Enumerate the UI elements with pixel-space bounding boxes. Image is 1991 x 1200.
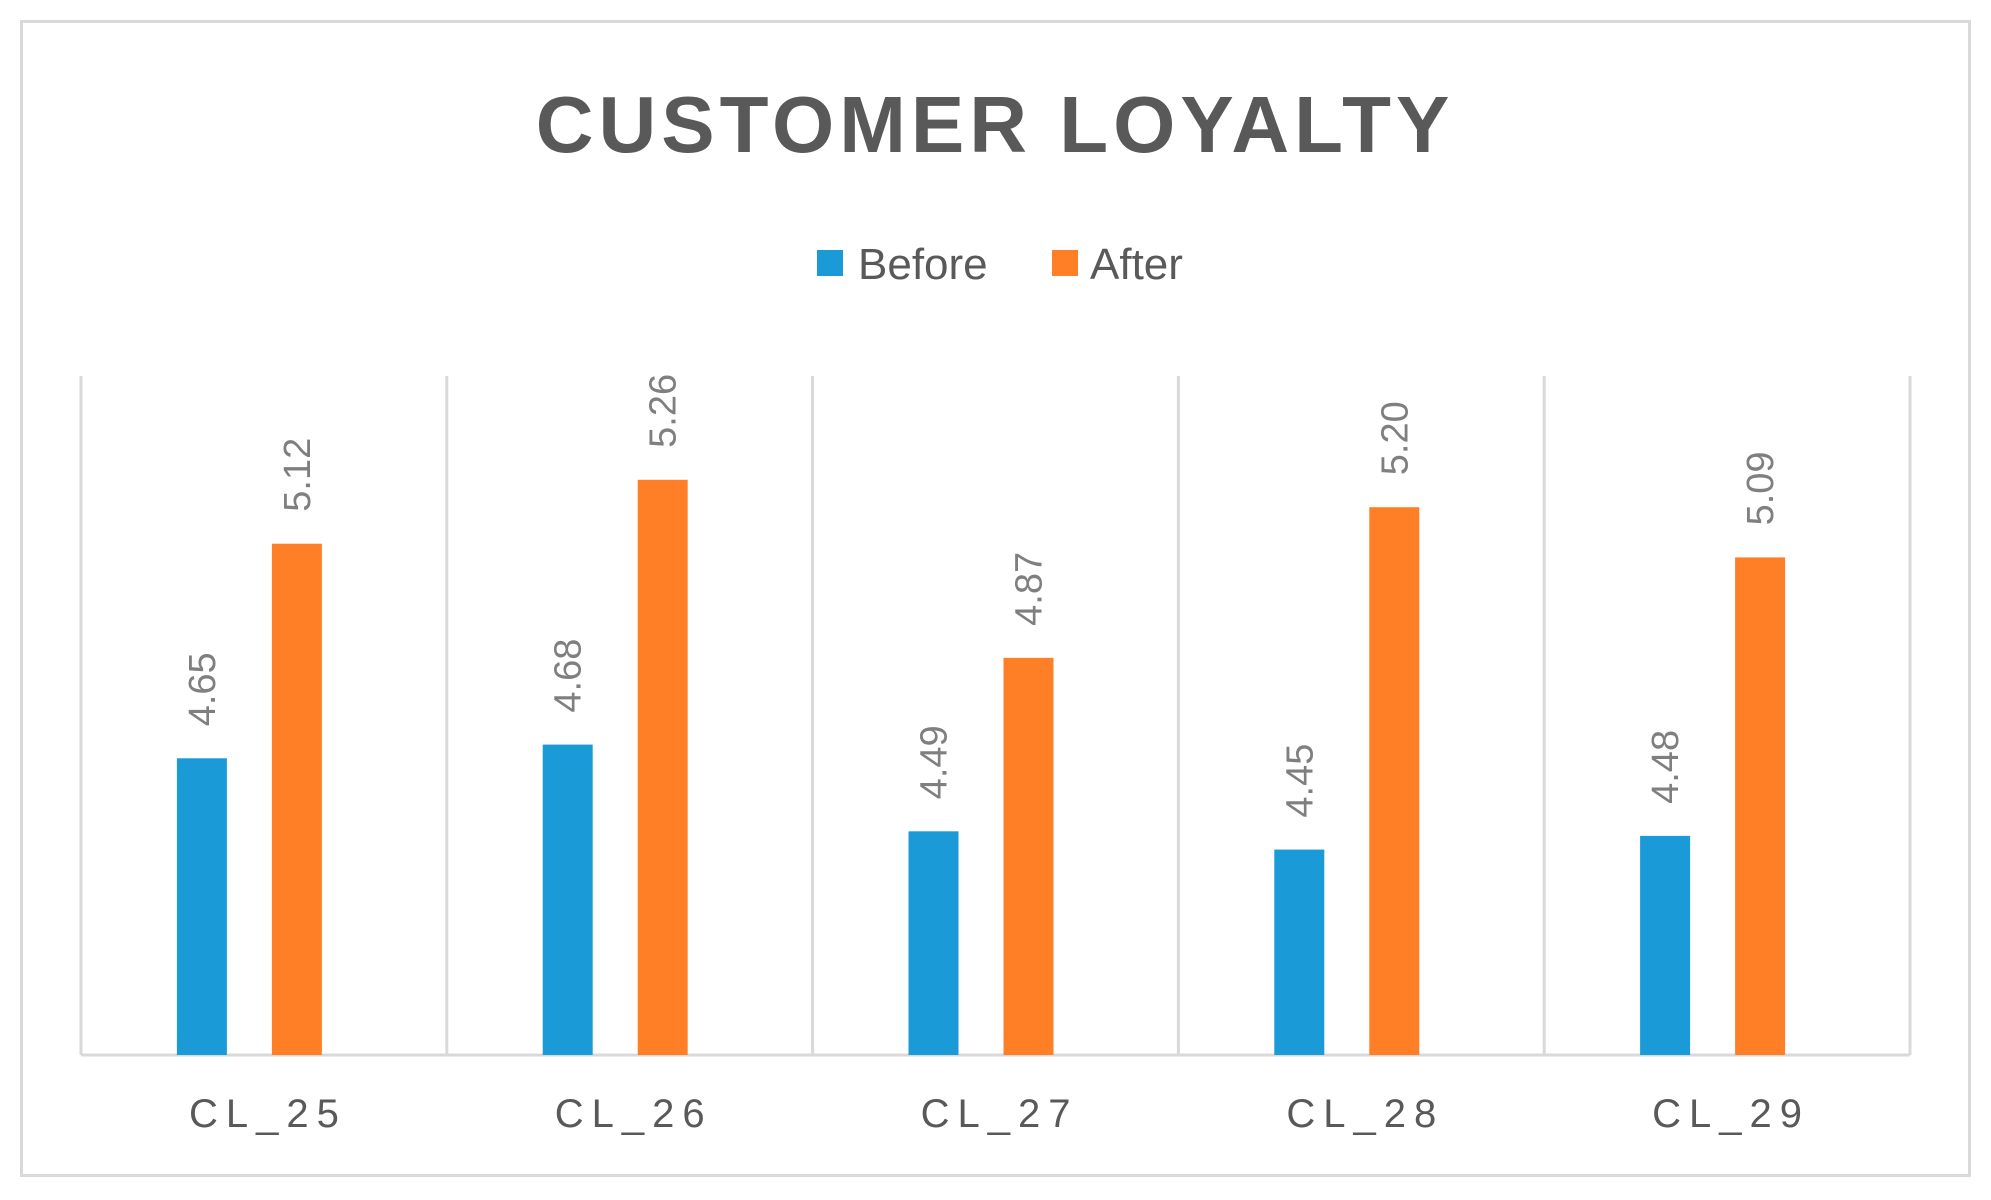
data-label-after-cl_27: 4.87 — [1009, 552, 1051, 626]
x-tick-label: CL_26 — [555, 1092, 713, 1136]
data-label-before-cl_29: 4.48 — [1645, 730, 1687, 804]
x-axis-ticks: CL_25 CL_26 CL_27 CL_28 CL_29 — [189, 1092, 1810, 1136]
legend-label-after: After — [1090, 240, 1183, 289]
data-label-after-cl_25: 5.12 — [277, 438, 319, 512]
bar-before-cl_26 — [542, 744, 593, 1055]
bar-before-cl_27 — [908, 831, 959, 1055]
data-label-before-cl_25: 4.65 — [182, 652, 224, 726]
bar-before-cl_29 — [1640, 835, 1691, 1055]
legend-swatch-before — [817, 250, 843, 276]
bar-after-cl_25 — [271, 543, 322, 1055]
bar-before-cl_28 — [1274, 849, 1325, 1055]
x-tick-label: CL_28 — [1286, 1092, 1444, 1136]
value-labels: 4.65 5.12 4.68 5.26 4.49 4.87 4.45 5.20 4.48 5.09 — [182, 374, 1782, 818]
legend-swatch-after — [1052, 250, 1078, 276]
legend: Before After — [817, 240, 1183, 289]
bar-after-cl_26 — [637, 479, 688, 1055]
x-tick-label: CL_25 — [189, 1092, 347, 1136]
bar-after-cl_29 — [1735, 557, 1786, 1055]
bar-after-cl_27 — [1003, 657, 1054, 1055]
bar-after-cl_28 — [1369, 507, 1420, 1055]
data-label-before-cl_26: 4.68 — [548, 639, 590, 713]
chart-title: CUSTOMER LOYALTY — [536, 80, 1455, 169]
data-label-before-cl_28: 4.45 — [1279, 744, 1321, 818]
data-label-before-cl_27: 4.49 — [914, 725, 956, 799]
x-tick-label: CL_29 — [1652, 1092, 1810, 1136]
bar-before-cl_25 — [176, 758, 227, 1055]
bars — [176, 479, 1786, 1055]
legend-label-before: Before — [858, 240, 988, 289]
x-tick-label: CL_27 — [921, 1092, 1079, 1136]
data-label-after-cl_29: 5.09 — [1740, 451, 1782, 525]
axes — [79, 376, 1912, 1057]
data-label-after-cl_26: 5.26 — [643, 374, 685, 448]
data-label-after-cl_28: 5.20 — [1374, 401, 1416, 475]
